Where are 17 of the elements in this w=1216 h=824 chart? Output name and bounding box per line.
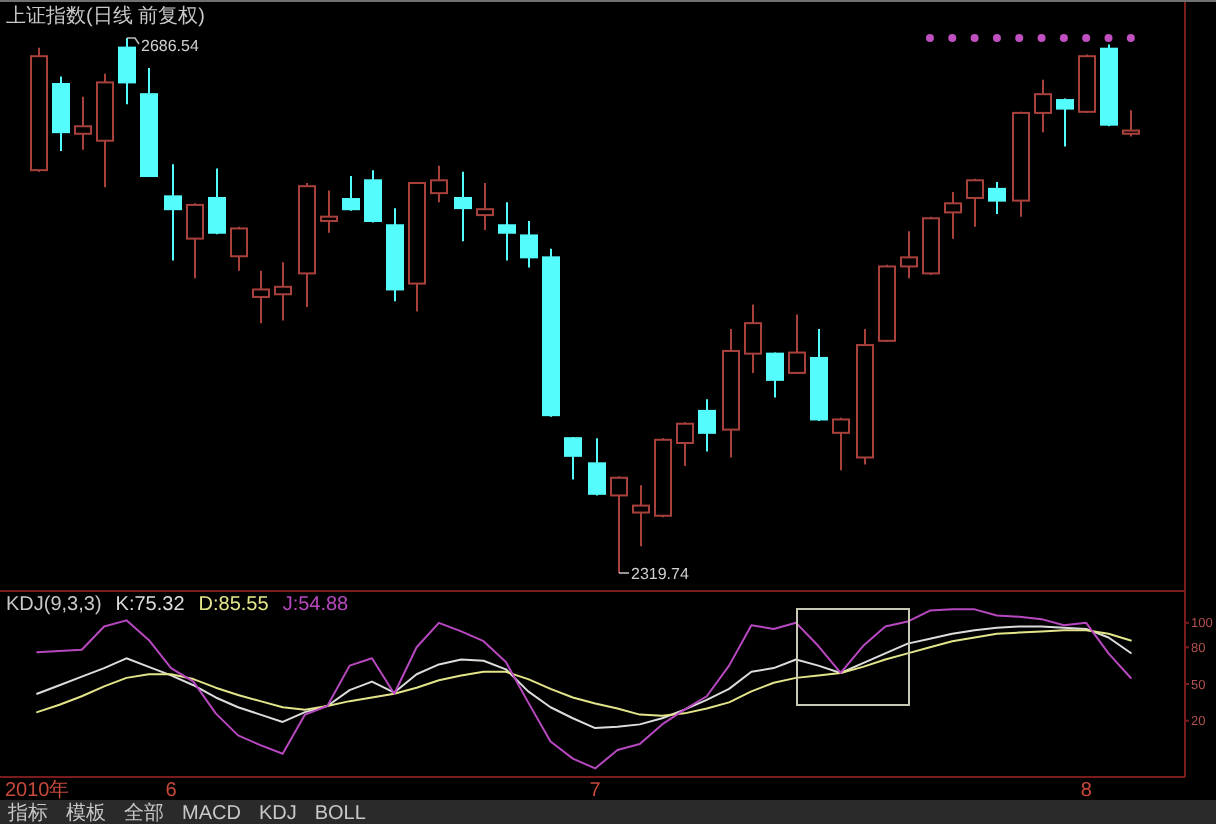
text: MACD [182,803,241,824]
annotation: 2319.74 [618,565,689,583]
annotation: 2686.54 [141,37,200,55]
x-tick-label: 8 [1080,780,1093,802]
chart-title: KDJ(9,3,3) [6,594,102,616]
x-tick-label: 6 [165,780,178,802]
chart-title: 上证指数(日线 前复权) [6,4,205,28]
legend: K:75.32 D:85.55 J:54.88 [115,594,349,616]
annotation: 2319.74 [631,565,690,583]
x-tick-label: 7 [589,780,602,802]
annotation: 2686.54 [126,37,199,55]
x-tick-label: 2010年 [4,778,70,802]
text: 指标 [6,801,48,824]
text: 模板 [66,801,106,824]
text: KDJ [258,803,297,824]
text: BOLL [314,803,367,824]
text: 全部 [124,801,164,824]
